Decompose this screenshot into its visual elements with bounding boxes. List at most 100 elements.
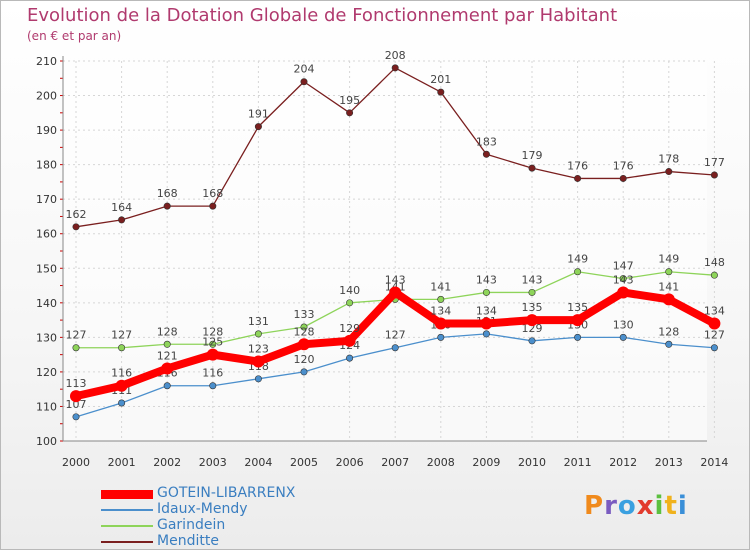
data-label-menditte: 162: [66, 208, 87, 221]
legend-swatch-menditte: [101, 541, 153, 543]
data-label-garindein: 147: [613, 260, 634, 273]
x-tick-label: 2007: [381, 456, 409, 469]
x-tick-label: 2001: [108, 456, 136, 469]
data-label-gotein-libarrenx: 123: [248, 343, 269, 356]
data-label-garindein: 141: [430, 280, 451, 293]
data-label-idaux-mendy: 130: [613, 318, 634, 331]
legend-item-gotein[interactable]: GOTEIN-LIBARRENX: [101, 485, 361, 502]
point-garindein: [665, 268, 673, 276]
data-label-garindein: 133: [294, 308, 315, 321]
data-label-menditte: 183: [476, 135, 497, 148]
point-gotein-libarrenx: [115, 379, 128, 392]
point-menditte: [528, 164, 536, 172]
x-tick-label: 2014: [700, 456, 728, 469]
data-label-idaux-mendy: 120: [294, 353, 315, 366]
point-gotein-libarrenx: [526, 314, 538, 327]
logo-letter: P: [584, 491, 605, 521]
legend-item-idaux[interactable]: Idaux-Mendy: [101, 501, 361, 518]
point-menditte: [346, 109, 354, 117]
point-gotein-libarrenx: [161, 362, 174, 375]
x-tick-label: 2010: [518, 456, 546, 469]
logo-letter: i: [654, 491, 665, 521]
point-menditte: [254, 123, 262, 131]
y-tick-label: 190: [36, 124, 57, 137]
point-menditte: [574, 174, 582, 182]
point-menditte: [619, 174, 627, 182]
proxiti-logo: Proxiti: [584, 491, 688, 521]
point-idaux-mendy: [710, 344, 718, 352]
y-tick-label: 150: [36, 262, 57, 275]
x-tick-label: 2003: [199, 456, 227, 469]
point-menditte: [437, 88, 445, 96]
data-label-garindein: 143: [522, 273, 543, 286]
point-idaux-mendy: [118, 399, 126, 407]
legend-label-idaux: Idaux-Mendy: [157, 501, 248, 517]
point-gotein-libarrenx: [617, 286, 630, 299]
point-idaux-mendy: [254, 375, 262, 383]
y-tick-label: 180: [36, 159, 57, 172]
point-garindein: [710, 271, 718, 279]
logo-letter: r: [604, 491, 618, 521]
data-label-menditte: 176: [567, 159, 588, 172]
chart-subtitle: (en € et par an): [27, 29, 122, 43]
legend-item-garindein[interactable]: Garindein: [101, 517, 361, 534]
point-garindein: [118, 344, 126, 352]
data-label-gotein-libarrenx: 129: [339, 322, 360, 335]
point-garindein: [574, 268, 582, 276]
data-label-menditte: 204: [294, 63, 315, 76]
data-label-garindein: 131: [248, 315, 269, 328]
point-idaux-mendy: [482, 330, 490, 338]
legend-item-menditte[interactable]: Menditte: [101, 533, 361, 550]
point-menditte: [118, 216, 126, 224]
data-label-garindein: 128: [157, 325, 178, 338]
data-label-menditte: 168: [157, 187, 178, 200]
point-menditte: [665, 168, 673, 176]
point-idaux-mendy: [528, 337, 536, 345]
point-idaux-mendy: [163, 382, 171, 390]
point-idaux-mendy: [574, 333, 582, 341]
legend-label-menditte: Menditte: [157, 533, 219, 549]
data-label-garindein: 127: [111, 329, 132, 342]
point-idaux-mendy: [300, 368, 308, 376]
data-label-garindein: 148: [704, 256, 725, 269]
x-tick-label: 2013: [655, 456, 683, 469]
point-idaux-mendy: [72, 413, 80, 421]
data-label-idaux-mendy: 116: [202, 367, 223, 380]
data-label-gotein-libarrenx: 116: [111, 367, 132, 380]
data-label-menditte: 195: [339, 94, 360, 107]
x-tick-label: 2005: [290, 456, 318, 469]
data-label-menditte: 179: [522, 149, 543, 162]
y-tick-label: 130: [36, 331, 57, 344]
x-tick-label: 2000: [62, 456, 90, 469]
point-garindein: [346, 299, 354, 307]
point-garindein: [209, 340, 217, 348]
logo-letter: i: [677, 491, 688, 521]
point-gotein-libarrenx: [70, 390, 82, 403]
data-label-gotein-libarrenx: 141: [658, 280, 679, 293]
point-idaux-mendy: [391, 344, 399, 352]
point-menditte: [72, 223, 80, 231]
point-garindein: [72, 344, 80, 352]
point-idaux-mendy: [209, 382, 217, 390]
data-label-idaux-mendy: 127: [385, 329, 406, 342]
point-gotein-libarrenx: [389, 286, 402, 299]
data-label-gotein-libarrenx: 135: [522, 301, 543, 314]
plot-area: [63, 61, 707, 441]
point-gotein-libarrenx: [298, 338, 310, 351]
point-garindein: [437, 295, 445, 303]
x-tick-label: 2006: [336, 456, 364, 469]
data-label-menditte: 208: [385, 49, 406, 62]
data-label-gotein-libarrenx: 135: [567, 301, 588, 314]
data-label-menditte: 164: [111, 201, 132, 214]
data-label-gotein-libarrenx: 125: [202, 336, 223, 349]
data-label-garindein: 140: [339, 284, 360, 297]
x-tick-label: 2011: [564, 456, 592, 469]
x-tick-label: 2008: [427, 456, 455, 469]
legend-label-gotein: GOTEIN-LIBARRENX: [157, 485, 296, 501]
data-label-menditte: 178: [658, 153, 679, 166]
data-label-idaux-mendy: 128: [658, 325, 679, 338]
point-garindein: [254, 330, 262, 338]
data-label-menditte: 201: [430, 73, 451, 86]
point-garindein: [528, 288, 536, 296]
